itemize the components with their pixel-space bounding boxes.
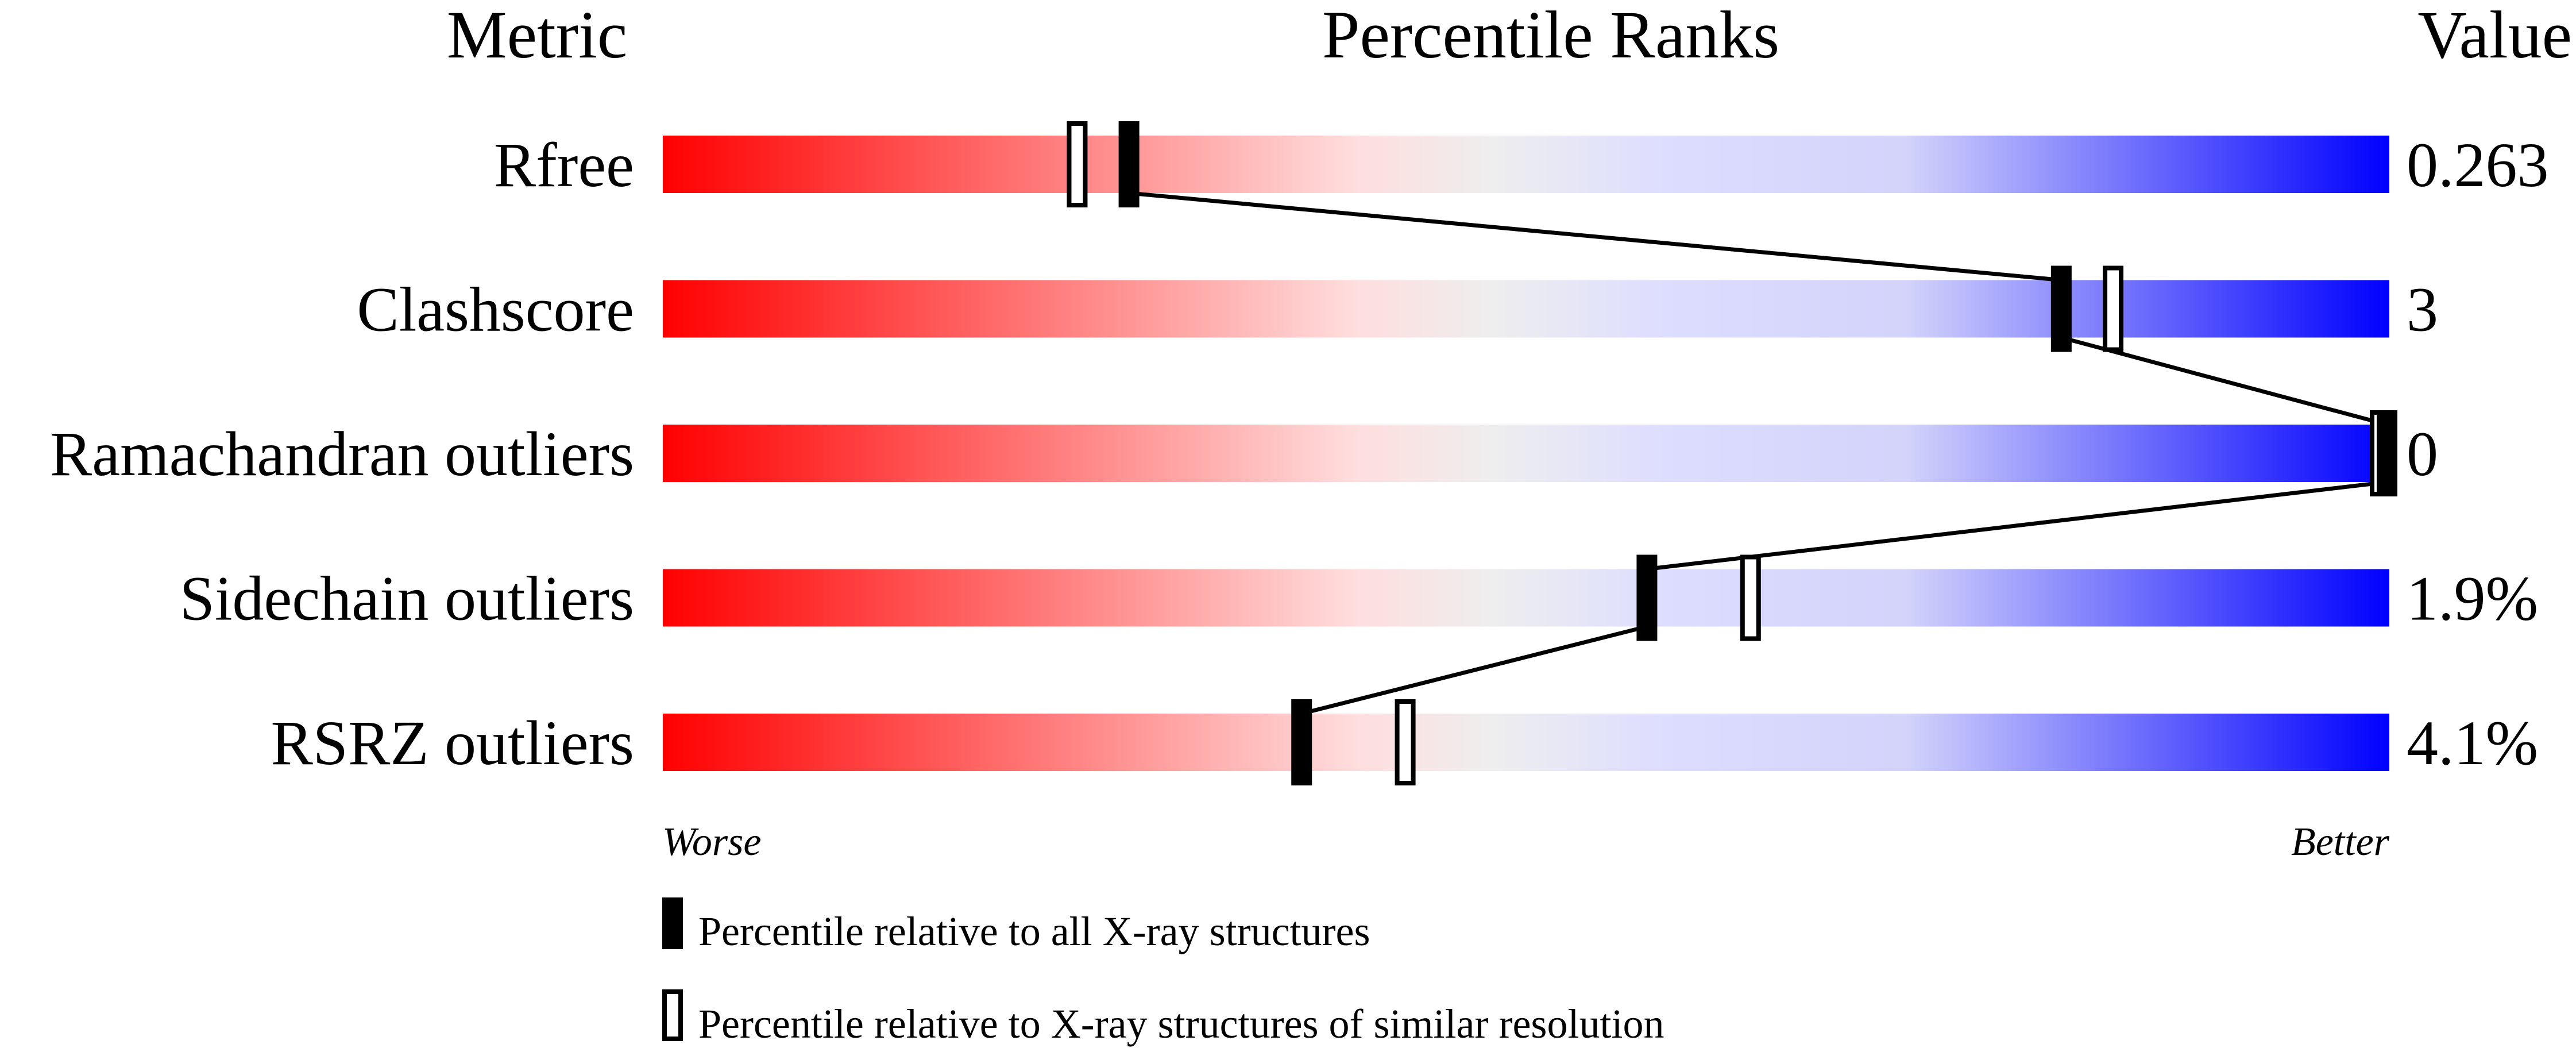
metric-label: Rfree <box>494 130 634 200</box>
metric-row: Clashscore 3 <box>357 275 2438 345</box>
better-label: Better <box>2291 820 2390 864</box>
metric-row: Rfree 0.263 <box>494 130 2549 200</box>
percentile-bar <box>663 714 2389 771</box>
legend-filled-label: Percentile relative to all X-ray structu… <box>698 908 1370 954</box>
legend-open-label: Percentile relative to X-ray structures … <box>698 1001 1664 1047</box>
percentile-bar <box>663 136 2389 193</box>
metric-row: RSRZ outliers 4.1% <box>271 708 2538 778</box>
metric-label: Sidechain outliers <box>180 564 634 634</box>
metric-value: 4.1% <box>2407 708 2538 778</box>
marker-similar-resolution <box>1395 699 1416 785</box>
legend-filled-marker <box>662 897 683 949</box>
connector-line <box>2060 336 2388 427</box>
connector-line <box>1301 625 1648 716</box>
marker-all-structures <box>1118 121 1140 207</box>
percentile-bar <box>663 280 2389 338</box>
header-metric: Metric <box>447 0 628 72</box>
marker-all-structures <box>1291 699 1312 785</box>
metric-row: Sidechain outliers 1.9% <box>180 564 2538 634</box>
percentile-bar <box>663 569 2389 627</box>
header-value: Value <box>2417 0 2572 72</box>
marker-similar-resolution <box>2103 265 2124 352</box>
metric-label: Clashscore <box>357 275 634 345</box>
metric-value: 0 <box>2407 419 2438 489</box>
metric-label: Ramachandran outliers <box>50 419 634 489</box>
worse-label: Worse <box>662 820 761 864</box>
connector-line <box>1129 191 2062 282</box>
metric-row: Ramachandran outliers 0 <box>50 419 2438 489</box>
marker-all-structures <box>2377 410 2397 496</box>
percentile-bar <box>663 425 2389 482</box>
metric-value: 0.263 <box>2407 130 2549 200</box>
marker-all-structures <box>2050 265 2072 352</box>
marker-similar-resolution <box>1740 554 1761 641</box>
legend-open-marker <box>662 989 683 1041</box>
connector-line <box>1647 480 2388 571</box>
marker-all-structures <box>1636 554 1658 641</box>
metric-value: 1.9% <box>2407 564 2538 634</box>
header-percentile-ranks: Percentile Ranks <box>1322 0 1779 72</box>
metric-label: RSRZ outliers <box>271 708 634 778</box>
marker-similar-resolution <box>1067 121 1088 207</box>
metric-value: 3 <box>2407 275 2438 345</box>
